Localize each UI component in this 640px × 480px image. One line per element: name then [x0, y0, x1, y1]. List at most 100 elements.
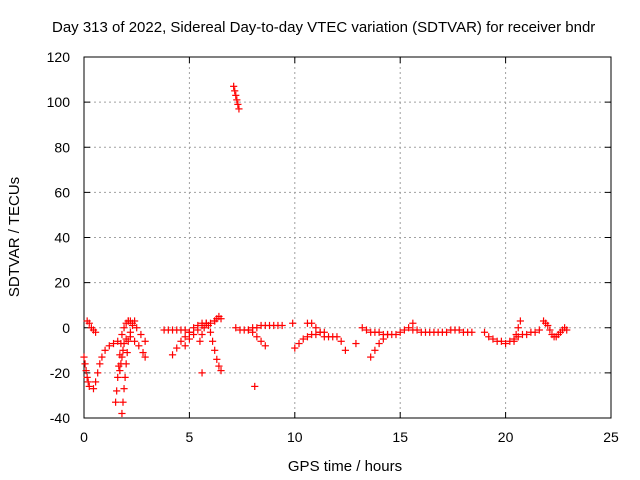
data-point	[231, 87, 239, 95]
data-point	[232, 324, 240, 332]
y-axis-label: SDTVAR / TECUs	[6, 177, 23, 297]
data-point	[190, 324, 198, 332]
y-tick-label: 100	[47, 94, 71, 110]
data-point	[396, 328, 404, 336]
data-point	[173, 344, 181, 352]
y-tick-label: 0	[62, 320, 70, 336]
data-point	[133, 324, 141, 332]
data-point	[120, 339, 128, 348]
data-point	[194, 326, 202, 334]
data-point	[116, 367, 124, 375]
data-point	[118, 330, 126, 339]
data-point	[375, 328, 383, 336]
data-point	[375, 339, 383, 348]
data-point	[316, 328, 324, 336]
data-point	[400, 326, 409, 334]
data-point	[442, 328, 451, 336]
data-point	[198, 330, 206, 339]
data-point	[367, 353, 375, 361]
data-point	[105, 342, 113, 350]
data-point	[94, 369, 102, 377]
data-point	[379, 335, 387, 343]
data-point	[123, 348, 131, 357]
data-point	[405, 324, 413, 332]
data-point	[232, 91, 240, 99]
data-point	[177, 337, 185, 345]
data-point	[141, 353, 149, 361]
data-point	[480, 328, 489, 336]
data-point	[535, 326, 543, 334]
data-point	[185, 328, 193, 336]
data-point	[130, 337, 139, 345]
x-tick-label: 0	[80, 429, 88, 445]
data-point	[303, 333, 312, 341]
data-point	[341, 346, 349, 354]
data-point	[84, 378, 92, 386]
data-point	[114, 373, 122, 381]
data-point	[190, 330, 198, 339]
data-point	[523, 330, 531, 339]
data-point	[362, 326, 371, 334]
data-point	[333, 333, 341, 341]
data-point	[512, 330, 520, 339]
data-point	[85, 319, 93, 327]
data-point	[392, 330, 400, 339]
y-tick-label: 120	[47, 49, 71, 65]
data-point	[181, 342, 189, 350]
data-point	[278, 321, 286, 330]
data-point	[244, 326, 253, 334]
y-tick-label: 20	[54, 275, 70, 291]
y-tick-label: 40	[54, 230, 70, 246]
data-point	[91, 378, 100, 386]
data-point	[81, 360, 89, 368]
data-point	[213, 355, 221, 363]
data-point	[121, 373, 129, 381]
data-point	[168, 351, 177, 359]
data-point	[82, 367, 90, 375]
data-point	[109, 339, 118, 348]
data-point	[196, 337, 204, 345]
chart-title: Day 313 of 2022, Sidereal Day-to-day VTE…	[52, 19, 595, 36]
data-point	[337, 337, 345, 345]
data-point	[119, 398, 127, 406]
data-point	[198, 369, 206, 377]
data-point	[122, 335, 130, 343]
data-point	[299, 335, 307, 343]
data-point	[83, 373, 91, 381]
y-tick-label: -40	[50, 410, 70, 426]
data-point	[113, 387, 121, 395]
y-tick-label: 60	[54, 184, 70, 200]
data-point	[358, 324, 366, 332]
data-point	[312, 324, 320, 332]
data-point	[502, 339, 510, 348]
data-point	[117, 360, 125, 368]
y-tick-label: -20	[50, 365, 70, 381]
data-point	[91, 328, 100, 336]
data-point	[181, 326, 189, 334]
data-point	[544, 321, 552, 330]
data-point	[124, 317, 132, 325]
data-point	[217, 315, 225, 323]
data-point	[455, 326, 463, 334]
data-point	[120, 324, 128, 332]
x-axis-label: GPS time / hours	[288, 458, 402, 475]
data-point	[204, 321, 212, 330]
data-point	[516, 317, 524, 325]
data-point	[206, 328, 215, 336]
data-point	[137, 330, 145, 339]
data-point	[217, 367, 225, 375]
x-tick-label: 20	[498, 429, 514, 445]
data-point	[98, 353, 106, 361]
data-point	[181, 333, 189, 341]
data-point	[251, 382, 259, 391]
data-point	[546, 326, 554, 334]
data-point	[531, 328, 539, 336]
data-point	[118, 353, 126, 361]
data-point	[352, 339, 360, 348]
data-point	[118, 409, 126, 418]
data-point	[485, 333, 493, 341]
data-point	[96, 360, 104, 368]
data-point	[126, 333, 134, 341]
data-point	[208, 337, 217, 345]
